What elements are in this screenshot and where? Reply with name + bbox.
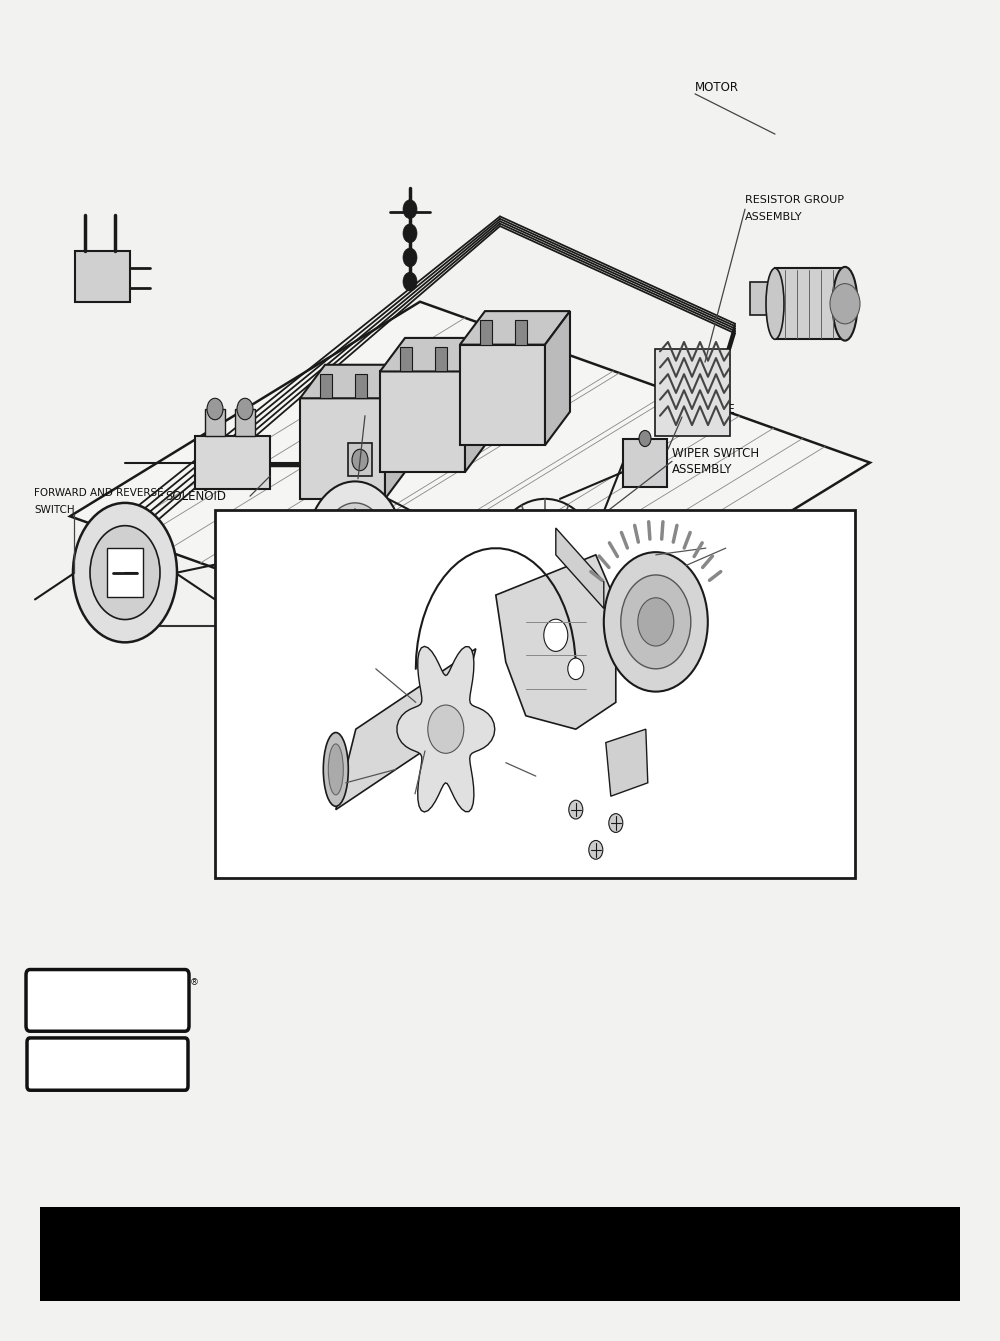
Bar (235, 409, 255, 436)
Circle shape (403, 224, 417, 243)
Polygon shape (556, 528, 604, 609)
Ellipse shape (328, 744, 343, 795)
Ellipse shape (766, 268, 784, 339)
Text: ASSEMBLY: ASSEMBLY (672, 463, 732, 476)
Circle shape (403, 200, 417, 219)
Circle shape (544, 620, 568, 652)
Text: +: + (476, 380, 484, 390)
Text: SWITCH: SWITCH (34, 504, 75, 515)
Text: ASSEMBLY: ASSEMBLY (745, 212, 803, 223)
Circle shape (569, 801, 583, 819)
Text: FORWARD AND REVERSE: FORWARD AND REVERSE (34, 488, 164, 499)
Polygon shape (397, 646, 495, 813)
Polygon shape (606, 730, 648, 797)
Bar (515, 320, 527, 345)
Text: SOLENOID: SOLENOID (165, 489, 226, 503)
Bar (348, 443, 372, 476)
Bar (40, 1207, 960, 1301)
Circle shape (589, 841, 603, 860)
FancyBboxPatch shape (27, 1038, 188, 1090)
Polygon shape (496, 555, 616, 730)
Text: KEY: KEY (355, 388, 377, 401)
Circle shape (307, 481, 403, 610)
Bar (195, 436, 270, 489)
Text: DS ELECTRIC: DS ELECTRIC (62, 1058, 147, 1070)
Polygon shape (460, 311, 570, 345)
Bar (655, 349, 730, 436)
Polygon shape (336, 649, 476, 810)
Bar (205, 409, 225, 436)
Text: RESISTOR GROUP: RESISTOR GROUP (745, 194, 844, 205)
Text: DETAIL A: DETAIL A (295, 649, 348, 662)
Polygon shape (347, 508, 363, 583)
Polygon shape (775, 268, 845, 339)
Bar (75, 251, 130, 302)
Circle shape (352, 449, 368, 471)
Text: ®: ® (190, 978, 199, 987)
Polygon shape (465, 338, 490, 472)
Circle shape (323, 503, 387, 589)
Circle shape (90, 526, 160, 620)
Polygon shape (385, 365, 410, 499)
Polygon shape (70, 302, 870, 677)
Text: D+: D+ (470, 421, 482, 429)
Bar (505, 570, 585, 626)
Circle shape (527, 548, 563, 597)
Polygon shape (380, 371, 465, 472)
Bar (623, 439, 667, 487)
Text: -: - (520, 380, 524, 390)
Circle shape (403, 272, 417, 291)
Circle shape (830, 284, 860, 325)
Polygon shape (545, 311, 570, 445)
Text: ClubCar: ClubCar (65, 991, 144, 1010)
Text: SWITCH: SWITCH (355, 404, 401, 417)
Circle shape (403, 248, 417, 267)
Text: -: - (360, 433, 364, 444)
Polygon shape (300, 398, 385, 499)
Text: Club Car  1988 and newer with V-Glide Speed Control: Club Car 1988 and newer with V-Glide Spe… (145, 1242, 855, 1266)
Bar (355, 374, 367, 398)
Text: +: + (316, 433, 324, 444)
Circle shape (207, 398, 223, 420)
Circle shape (621, 575, 691, 669)
FancyBboxPatch shape (26, 970, 189, 1031)
Circle shape (639, 430, 651, 447)
Bar (107, 548, 143, 597)
Polygon shape (460, 345, 545, 445)
Text: MOTOR: MOTOR (695, 80, 739, 94)
Text: D+: D+ (310, 475, 322, 483)
Polygon shape (300, 365, 410, 398)
Ellipse shape (323, 732, 348, 806)
Text: BUZZER: BUZZER (682, 418, 730, 432)
Text: DETAIL A: DETAIL A (225, 849, 278, 862)
Bar (215, 510, 855, 878)
Bar (400, 347, 412, 371)
Circle shape (428, 705, 464, 754)
Circle shape (73, 503, 177, 642)
Text: D+: D+ (390, 448, 402, 456)
Circle shape (609, 814, 623, 833)
Bar (480, 320, 492, 345)
Circle shape (638, 598, 674, 646)
Text: REVERSE: REVERSE (682, 402, 736, 416)
Text: +: + (396, 406, 404, 417)
Circle shape (604, 552, 708, 692)
Bar (750, 282, 775, 315)
Ellipse shape (832, 267, 858, 341)
Bar (320, 374, 332, 398)
Text: -: - (440, 406, 444, 417)
Text: WIPER SWITCH: WIPER SWITCH (672, 447, 759, 460)
Bar (435, 347, 447, 371)
Text: BODY: BODY (399, 798, 431, 811)
Circle shape (237, 398, 253, 420)
Circle shape (568, 658, 584, 680)
Polygon shape (380, 338, 490, 371)
